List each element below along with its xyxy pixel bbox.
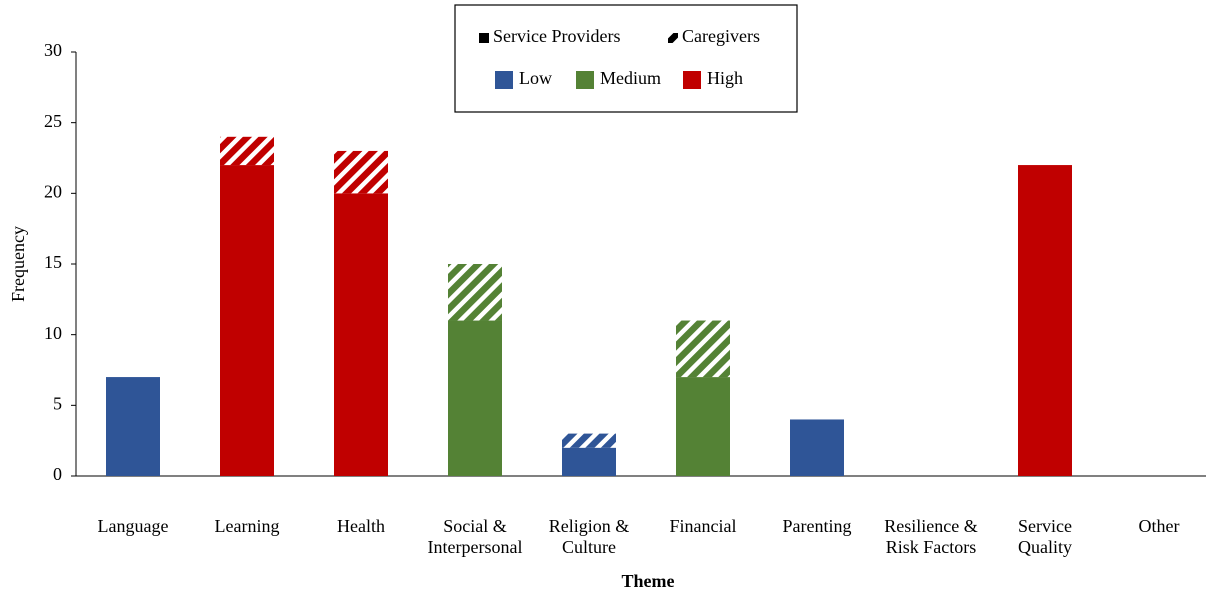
bar-segment: [106, 377, 160, 476]
legend-swatch: [495, 71, 513, 89]
legend-label: Caregivers: [682, 26, 760, 46]
bar-segment: [220, 136, 274, 166]
bar-segment: [448, 320, 502, 476]
bar-segment: [1018, 165, 1072, 477]
legend-swatch: [668, 33, 678, 43]
x-tick-label: Other: [1138, 516, 1180, 536]
legend-swatch: [479, 33, 489, 43]
x-tick-label: Social & Interpersonal: [427, 516, 523, 557]
x-axis-label: Theme: [622, 571, 675, 591]
y-tick-label: 5: [53, 393, 62, 413]
y-tick-label: 15: [44, 252, 62, 272]
legend-label: Service Providers: [493, 26, 620, 46]
legend-label: High: [707, 68, 743, 88]
x-tick-label: Service Quality: [1018, 516, 1072, 557]
legend-box: [454, 4, 798, 113]
y-tick-label: 25: [44, 111, 62, 131]
legend-label: Low: [519, 68, 552, 88]
bar-segment: [790, 419, 844, 476]
bar-segment: [562, 433, 616, 448]
x-tick-label: Parenting: [782, 516, 852, 536]
bar-segment: [676, 320, 730, 378]
bar-segment: [448, 264, 502, 321]
bar-segment: [676, 377, 730, 476]
bar-segment: [220, 165, 274, 477]
y-axis-label: Frequency: [8, 226, 28, 302]
x-tick-label: Resilience & Risk Factors: [884, 516, 978, 557]
x-tick-label: Learning: [214, 516, 280, 536]
y-tick-label: 30: [44, 40, 62, 60]
y-tick-label: 20: [44, 181, 62, 201]
bar-segment: [334, 193, 388, 477]
x-tick-label: Language: [97, 516, 169, 536]
y-tick-label: 0: [53, 464, 62, 484]
bar-segment: [562, 447, 616, 476]
legend-label: Medium: [600, 68, 661, 88]
y-tick-label: 10: [44, 323, 62, 343]
legend-swatch: [576, 71, 594, 89]
legend-swatch: [683, 71, 701, 89]
bar-segment: [334, 150, 388, 194]
x-tick-label: Health: [337, 516, 385, 536]
x-tick-label: Financial: [669, 516, 737, 536]
x-tick-label: Religion & Culture: [548, 516, 630, 557]
